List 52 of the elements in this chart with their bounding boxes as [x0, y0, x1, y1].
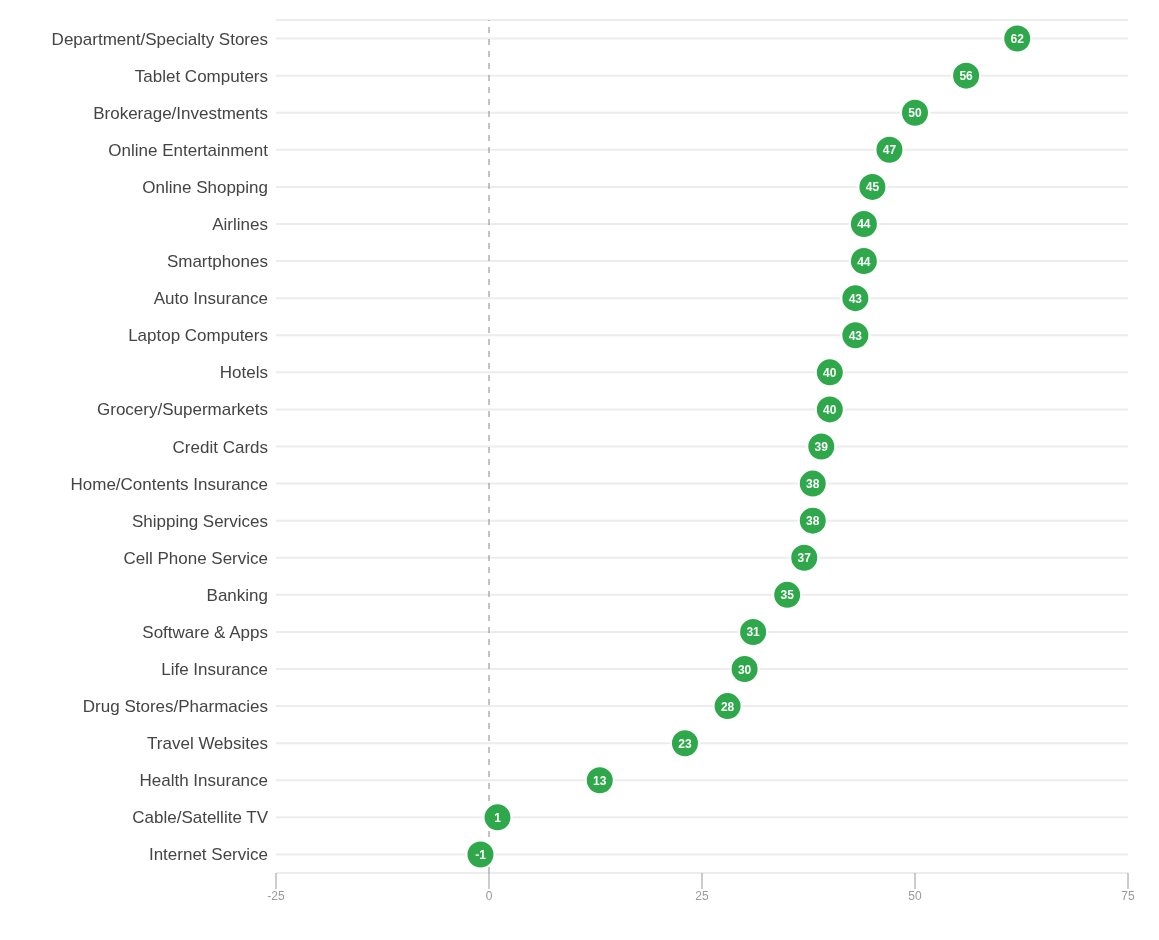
y-tick-label: Hotels	[219, 363, 268, 383]
data-label: -1	[475, 847, 487, 862]
y-tick-label: Internet Service	[148, 845, 268, 865]
x-tick-label: 25	[695, 888, 709, 903]
data-label: 44	[857, 254, 871, 269]
point	[482, 802, 513, 833]
data-label: 43	[848, 291, 863, 306]
data-label: 44	[857, 217, 871, 232]
y-tick-label: Cable/Satellite TV	[132, 808, 269, 828]
y-tick-label: Auto Insurance	[153, 289, 268, 309]
y-tick-label: Life Insurance	[161, 660, 268, 680]
x-tick-label: 50	[908, 888, 922, 903]
y-tick-label: Laptop Computers	[128, 326, 268, 346]
y-tick-label: Tablet Computers	[134, 66, 268, 86]
data-label: 45	[865, 180, 880, 195]
y-tick-label: Online Entertainment	[108, 140, 269, 160]
y-tick-label: Brokerage/Investments	[93, 103, 268, 123]
data-label: 35	[780, 588, 795, 603]
y-tick-label: Credit Cards	[172, 437, 268, 457]
y-tick-label: Cell Phone Service	[123, 548, 268, 568]
data-label: 39	[814, 440, 829, 454]
data-label: 30	[737, 662, 752, 677]
data-label: 40	[823, 402, 837, 417]
data-label: 50	[908, 106, 922, 121]
data-label: 1	[494, 810, 502, 825]
data-label: 37	[797, 551, 812, 566]
y-tick-label: Banking	[206, 585, 268, 605]
data-label: 47	[882, 143, 897, 158]
x-tick-label: 75	[1121, 888, 1135, 903]
y-tick-label: Travel Websites	[147, 734, 268, 754]
x-tick-label: 0	[485, 888, 493, 903]
y-tick-label: Grocery/Supermarkets	[97, 400, 268, 420]
data-label: 43	[848, 328, 863, 343]
data-label: 40	[823, 365, 837, 380]
data-label: 31	[746, 625, 761, 640]
data-label: 28	[720, 699, 735, 714]
data-label: 62	[1010, 32, 1025, 47]
y-tick-label: Airlines	[212, 215, 268, 235]
data-label: 23	[678, 736, 692, 751]
y-tick-label: Department/Specialty Stores	[51, 29, 268, 49]
y-tick-label: Drug Stores/Pharmacies	[82, 697, 268, 717]
data-label: 56	[959, 69, 974, 84]
data-label: 38	[806, 514, 820, 529]
y-tick-label: Smartphones	[166, 252, 268, 272]
y-tick-label: Home/Contents Insurance	[70, 474, 268, 494]
x-tick-label: -25	[267, 888, 285, 903]
y-tick-label: Shipping Services	[131, 511, 268, 531]
data-label: 38	[806, 477, 820, 492]
y-tick-label: Software & Apps	[142, 622, 268, 642]
y-tick-label: Health Insurance	[139, 771, 268, 791]
y-tick-label: Online Shopping	[142, 177, 268, 197]
data-label: 13	[593, 773, 607, 788]
